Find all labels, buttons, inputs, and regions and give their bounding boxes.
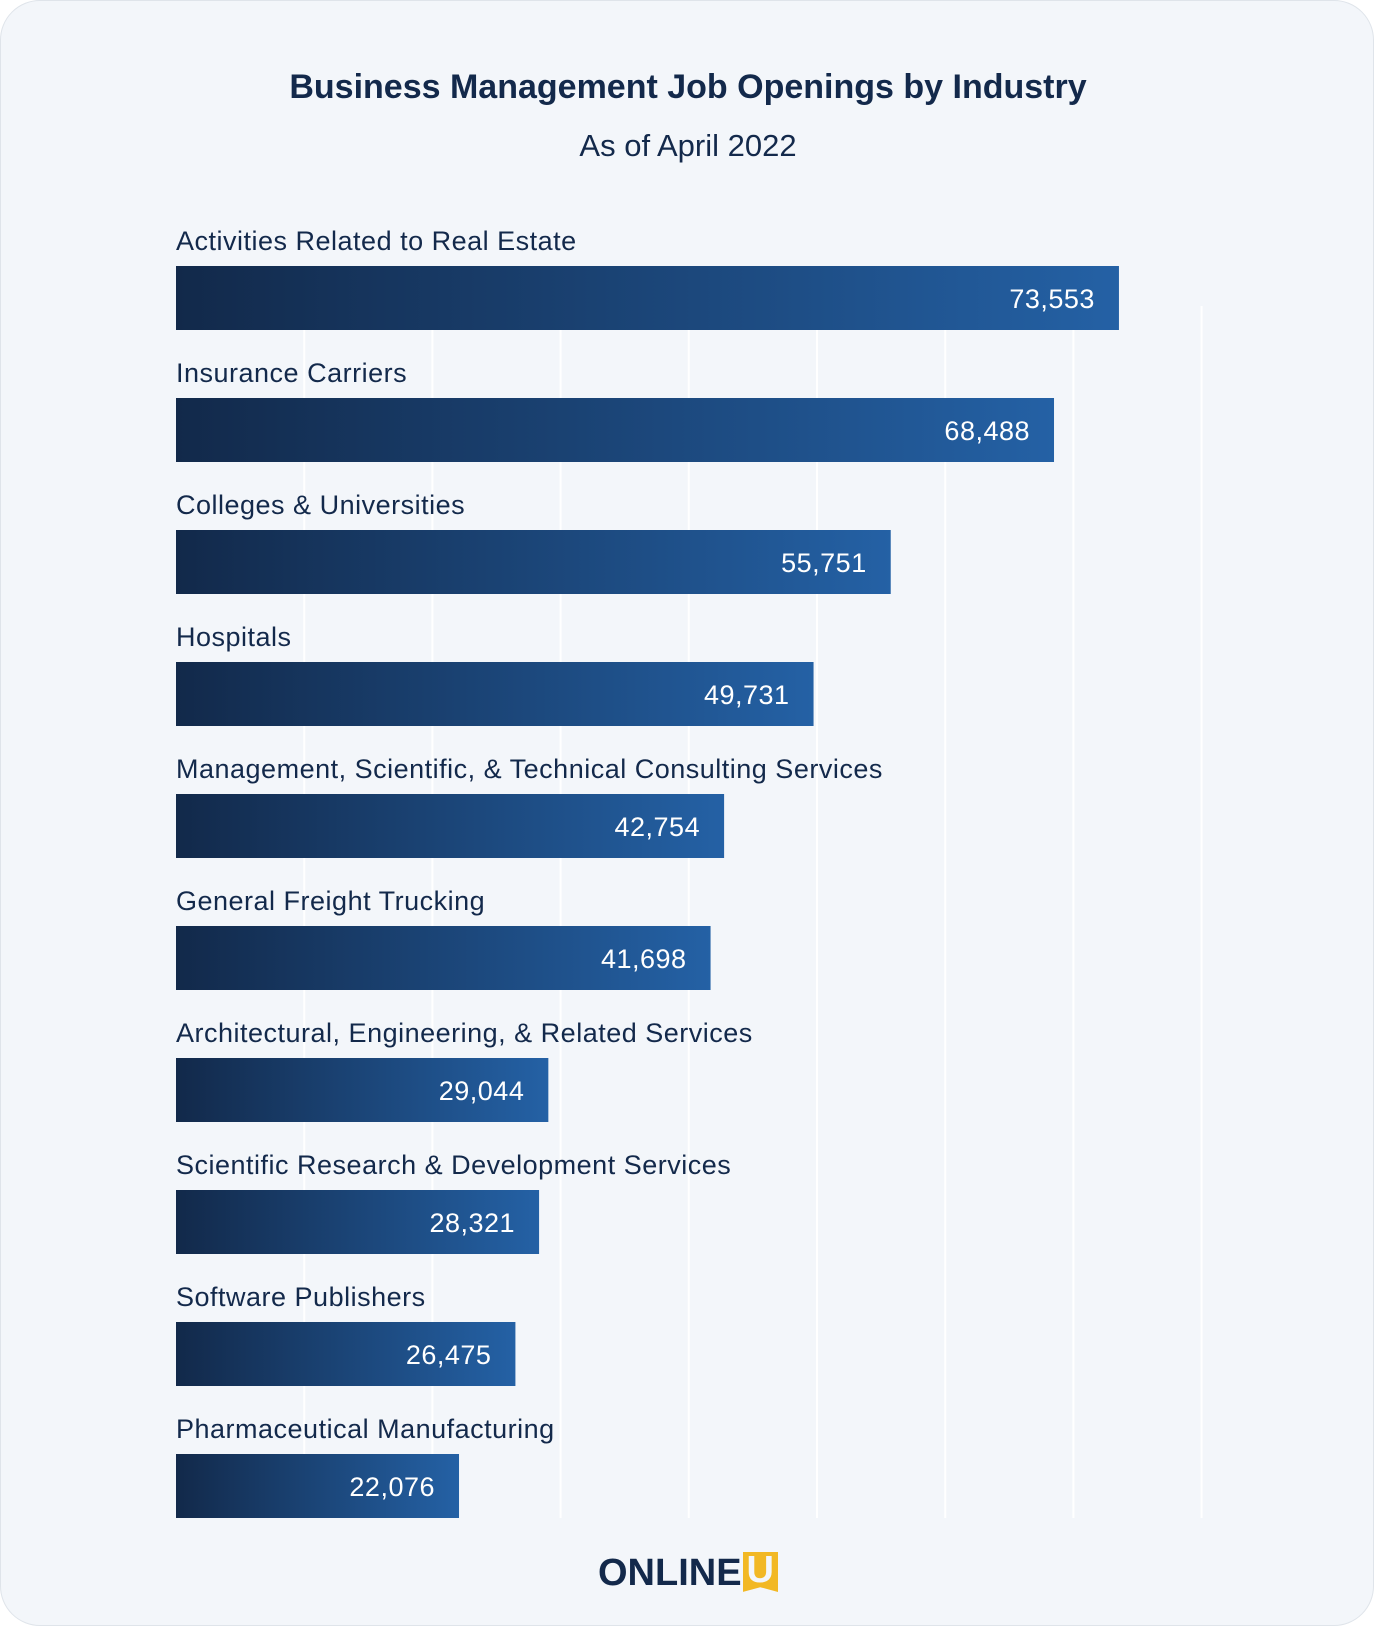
value-label: 68,488 — [944, 416, 1030, 446]
bar — [176, 398, 1055, 462]
onlineu-logo: ONLINE U — [0, 1552, 1376, 1595]
chart-subtitle: As of April 2022 — [579, 128, 797, 163]
value-label: 26,475 — [406, 1340, 492, 1370]
logo-text: ONLINE — [597, 1552, 742, 1594]
logo-u-mark: U — [742, 1552, 778, 1592]
bars: Activities Related to Real Estate 73,553 I… — [176, 226, 1119, 1518]
category-label: Scientific Research & Development Servic… — [176, 1150, 731, 1180]
bar — [176, 530, 891, 594]
category-label: Activities Related to Real Estate — [176, 226, 577, 256]
bar — [176, 1454, 460, 1518]
gridlines — [303, 306, 1203, 1518]
value-label: 28,321 — [429, 1208, 515, 1238]
value-label: 55,751 — [781, 548, 867, 578]
category-label: Management, Scientific, & Technical Cons… — [176, 754, 883, 784]
bar — [176, 662, 814, 726]
category-label: General Freight Trucking — [176, 886, 485, 916]
category-label: Insurance Carriers — [176, 358, 407, 388]
value-label: 49,731 — [704, 680, 790, 710]
category-label: Pharmaceutical Manufacturing — [176, 1414, 555, 1444]
bar — [176, 794, 725, 858]
category-label: Colleges & Universities — [176, 490, 465, 520]
category-label: Software Publishers — [176, 1282, 426, 1312]
category-label: Hospitals — [176, 622, 292, 652]
value-label: 22,076 — [349, 1472, 435, 1502]
bar — [176, 1190, 540, 1254]
category-label: Architectural, Engineering, & Related Se… — [176, 1018, 753, 1048]
bar — [176, 1322, 516, 1386]
value-label: 29,044 — [439, 1076, 525, 1106]
value-label: 42,754 — [615, 812, 701, 842]
value-label: 73,553 — [1009, 284, 1095, 314]
bar — [176, 266, 1119, 330]
chart-title: Business Management Job Openings by Indu… — [289, 68, 1087, 106]
bar — [176, 1058, 549, 1122]
value-label: 41,698 — [601, 944, 687, 974]
bar — [176, 926, 711, 990]
